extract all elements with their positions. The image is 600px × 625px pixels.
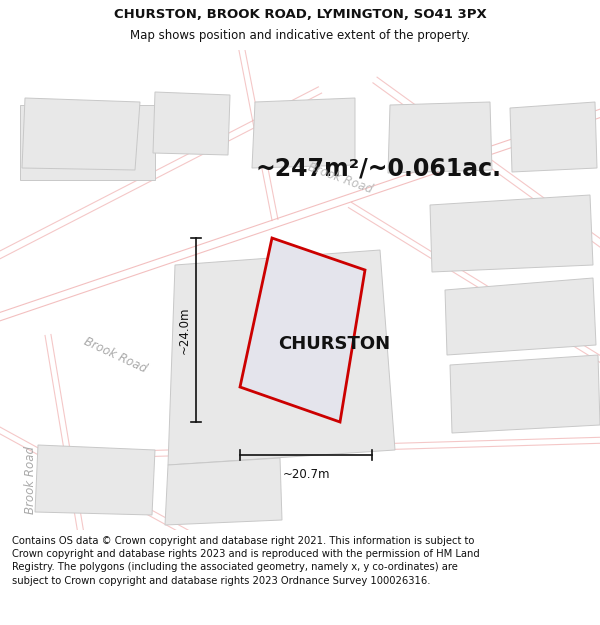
Text: Brook Road: Brook Road	[82, 335, 149, 375]
Text: Brook Road: Brook Road	[23, 446, 37, 514]
Polygon shape	[35, 445, 155, 515]
Polygon shape	[252, 98, 355, 168]
Polygon shape	[510, 102, 597, 172]
Text: Brook Road: Brook Road	[306, 160, 374, 196]
Polygon shape	[240, 238, 365, 422]
Polygon shape	[22, 98, 140, 170]
Text: ~247m²/~0.061ac.: ~247m²/~0.061ac.	[255, 156, 501, 180]
Polygon shape	[445, 278, 596, 355]
Polygon shape	[388, 102, 492, 173]
Polygon shape	[153, 92, 230, 155]
Polygon shape	[165, 458, 282, 525]
Polygon shape	[168, 250, 395, 465]
Text: Map shows position and indicative extent of the property.: Map shows position and indicative extent…	[130, 29, 470, 42]
Text: CHURSTON, BROOK ROAD, LYMINGTON, SO41 3PX: CHURSTON, BROOK ROAD, LYMINGTON, SO41 3P…	[113, 8, 487, 21]
Polygon shape	[450, 355, 600, 433]
Text: ~24.0m: ~24.0m	[178, 306, 191, 354]
Text: Contains OS data © Crown copyright and database right 2021. This information is : Contains OS data © Crown copyright and d…	[12, 536, 480, 586]
Polygon shape	[20, 105, 155, 180]
Text: ~20.7m: ~20.7m	[282, 469, 330, 481]
Polygon shape	[430, 195, 593, 272]
Text: CHURSTON: CHURSTON	[278, 335, 391, 353]
